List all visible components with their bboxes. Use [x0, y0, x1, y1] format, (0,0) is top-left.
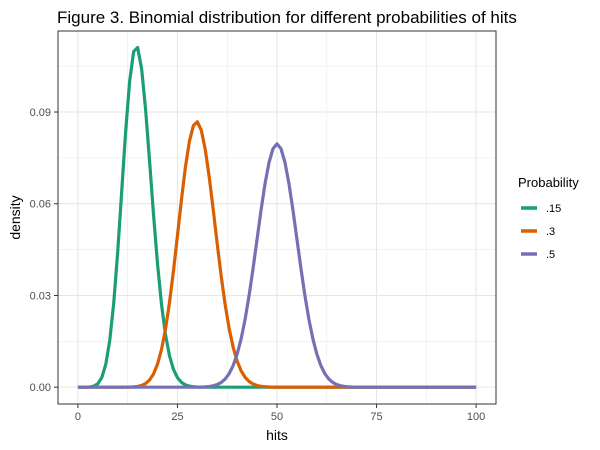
x-tick-label: 75	[370, 411, 382, 423]
series-lines	[77, 45, 477, 389]
x-tick-label: 50	[271, 411, 283, 423]
y-tick-label: 0.06	[30, 199, 51, 211]
x-axis-title: hits	[266, 427, 288, 443]
y-axis-title: density	[7, 195, 23, 239]
legend-title: Probability	[518, 175, 579, 190]
x-axis-ticks: 0 25 50 75 100	[75, 404, 485, 423]
y-tick-label: 0.09	[30, 107, 51, 119]
chart-title: Figure 3. Binomial distribution for diff…	[57, 8, 517, 27]
x-tick-label: 100	[467, 411, 485, 423]
legend-label: .15	[546, 203, 561, 215]
y-tick-label: 0.00	[30, 382, 51, 394]
legend: Probability .15 .3 .5	[518, 175, 579, 261]
legend-label: .5	[546, 249, 555, 261]
series-line	[77, 142, 477, 389]
x-tick-label: 25	[171, 411, 183, 423]
x-tick-label: 0	[75, 411, 81, 423]
y-axis-ticks: 0.00 0.03 0.06 0.09	[30, 107, 58, 394]
legend-label: .3	[546, 226, 555, 238]
y-tick-label: 0.03	[30, 290, 51, 302]
